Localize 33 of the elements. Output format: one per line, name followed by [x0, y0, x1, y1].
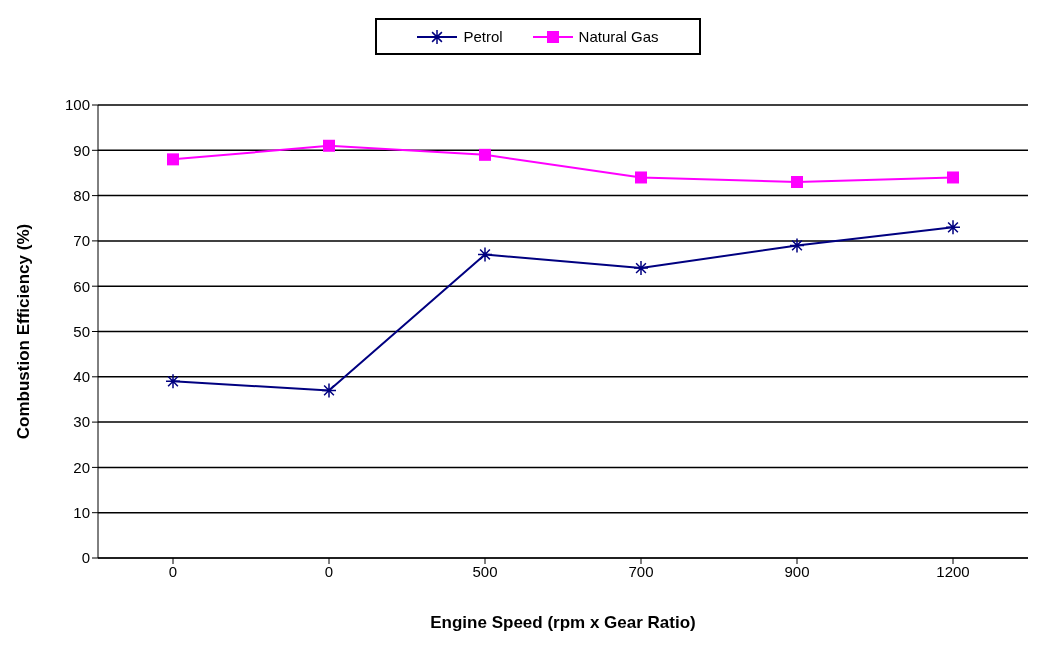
y-tick-label: 60 — [73, 277, 90, 295]
y-tick-label: 10 — [73, 504, 90, 522]
y-axis-title: Combustion Efficiency (%) — [14, 223, 34, 440]
point — [479, 148, 491, 161]
y-tick-label: 70 — [73, 232, 90, 250]
y-tick-label: 40 — [73, 368, 90, 386]
x-tick-label: 900 — [784, 562, 810, 580]
point — [633, 260, 649, 276]
x-tick-label: 700 — [628, 562, 654, 580]
point — [791, 176, 803, 189]
y-tick-label: 20 — [73, 458, 90, 476]
point — [947, 171, 959, 184]
point — [477, 246, 493, 263]
y-tick-label: 80 — [73, 186, 90, 204]
point — [323, 139, 335, 152]
point — [945, 219, 961, 236]
y-tick-label: 90 — [73, 141, 90, 159]
x-tick-label: 0 — [324, 562, 334, 580]
x-tick-label: 1200 — [936, 562, 970, 580]
x-tick-label: 500 — [472, 562, 498, 580]
point — [635, 171, 647, 184]
legend-label: Natural Gas — [577, 28, 659, 45]
x-axis-title: Engine Speed (rpm x Gear Ratio) — [430, 613, 696, 632]
y-tick-label: 0 — [81, 549, 90, 567]
point — [789, 237, 805, 254]
point — [321, 382, 337, 399]
y-tick-label: 30 — [73, 413, 90, 431]
legend-label: Petrol — [462, 28, 503, 45]
y-tick-label: 100 — [64, 96, 90, 114]
point — [165, 373, 181, 390]
y-tick-label: 50 — [73, 322, 90, 340]
point — [167, 153, 179, 166]
x-tick-label: 0 — [168, 562, 178, 580]
